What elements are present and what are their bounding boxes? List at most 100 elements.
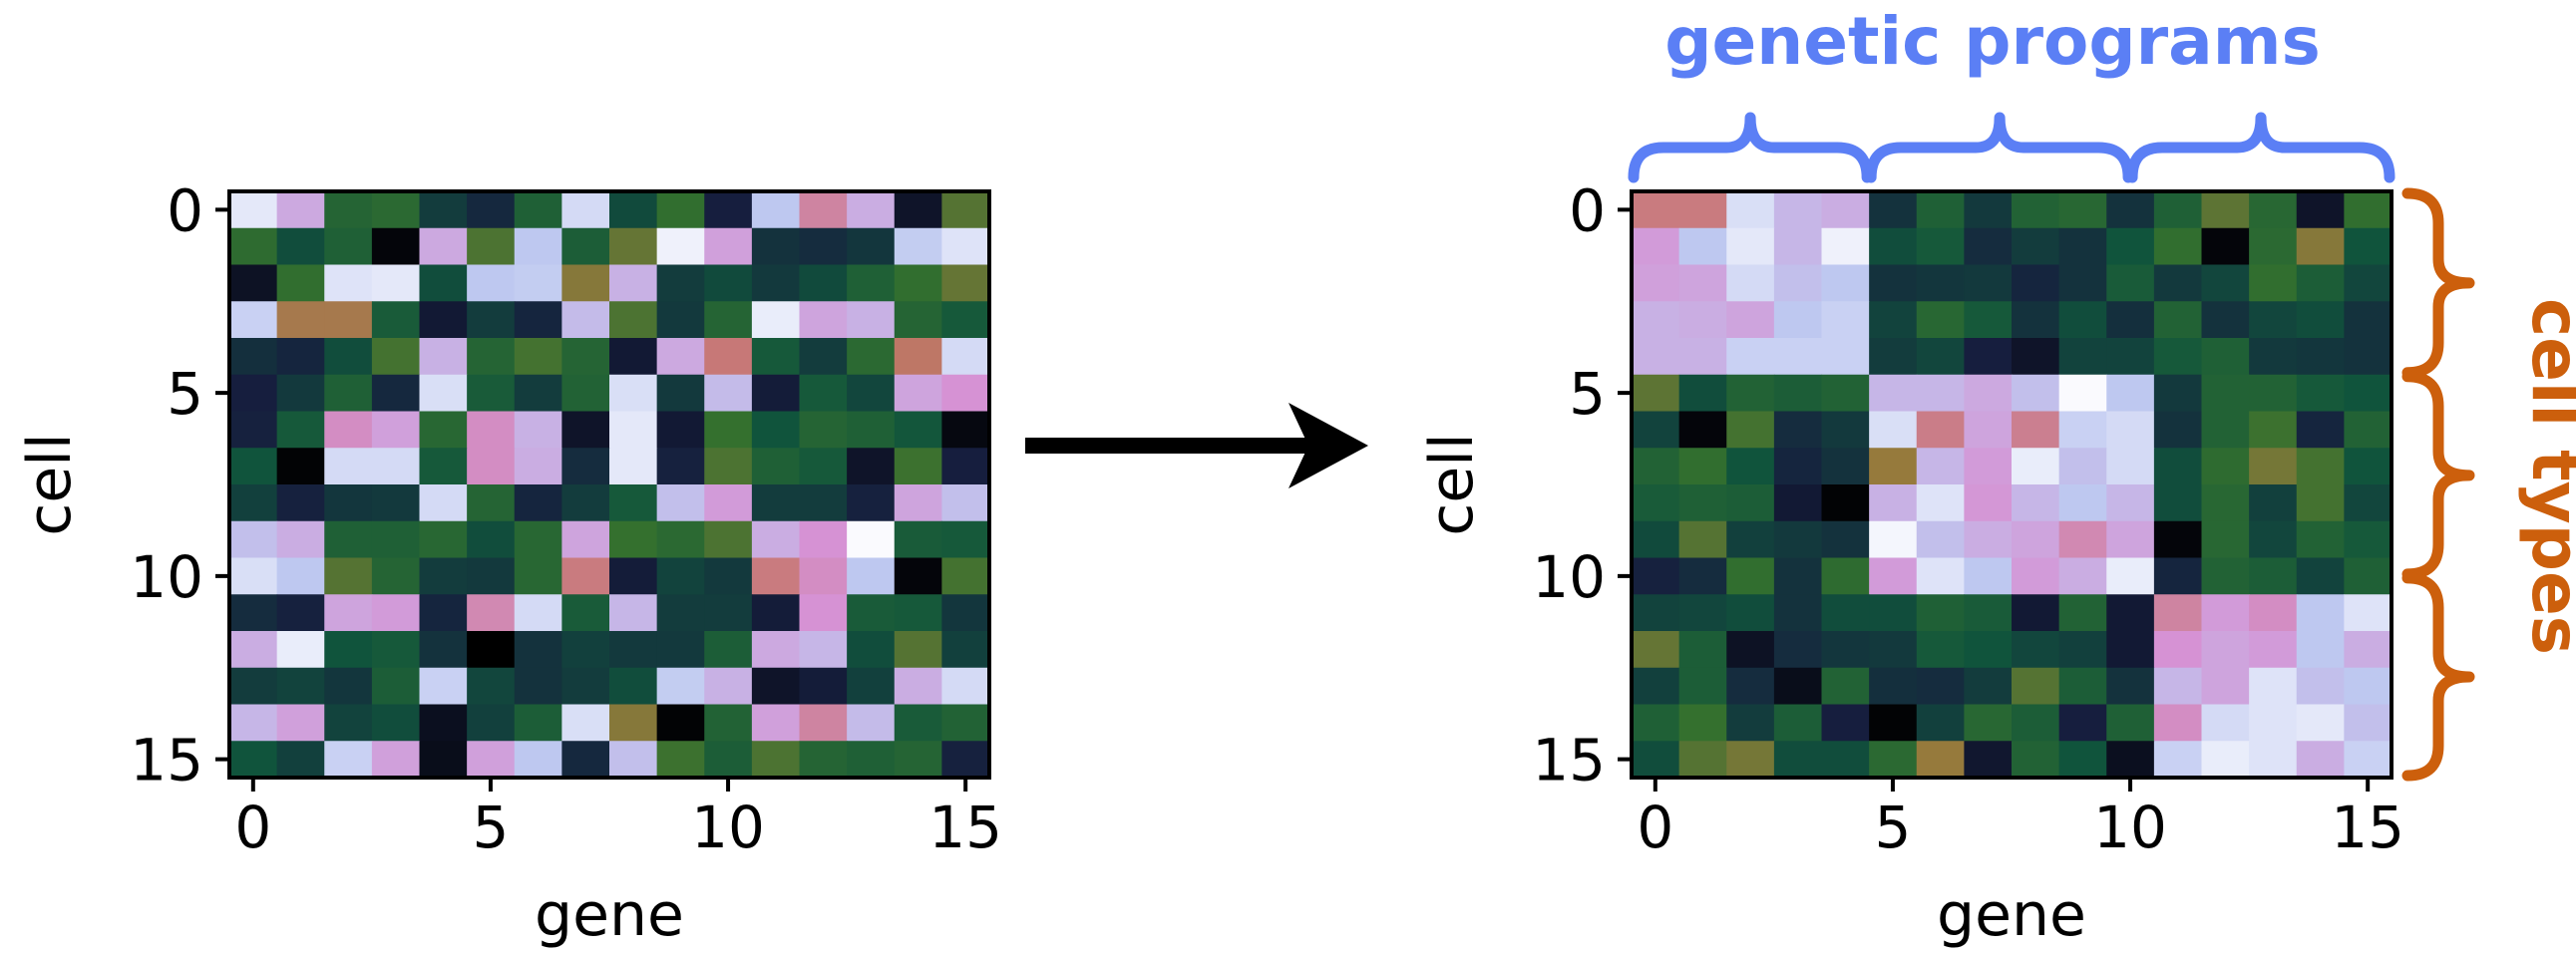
heatmap-cell	[371, 227, 421, 266]
heatmap-cell	[2344, 557, 2392, 595]
heatmap-right-frame	[1630, 189, 2393, 780]
heatmap-cell	[1726, 448, 1775, 485]
heatmap-cell	[751, 667, 801, 706]
heatmap-cell	[941, 448, 990, 485]
heatmap-cell	[229, 411, 278, 449]
heatmap-cell	[1632, 191, 1680, 229]
heatmap-cell	[419, 631, 468, 669]
heatmap-cell	[894, 227, 942, 266]
heatmap-cell	[1964, 301, 2013, 339]
heatmap-cell	[2249, 411, 2298, 449]
heatmap-cell	[2106, 631, 2155, 669]
heatmap-cell	[2058, 741, 2107, 779]
heatmap-cell	[1773, 374, 1823, 413]
heatmap-cell	[467, 227, 516, 266]
heatmap-cell	[1726, 667, 1775, 706]
y-tick-label: 5	[167, 360, 203, 428]
heatmap-cell	[1869, 227, 1918, 266]
cell-types-braces	[2401, 187, 2475, 782]
heatmap-left-ylabel: cell	[15, 433, 85, 535]
heatmap-left-xlabel: gene	[535, 880, 684, 950]
heatmap-cell	[2201, 557, 2250, 595]
heatmap-cell	[514, 448, 562, 485]
heatmap-cell	[1821, 264, 1870, 302]
heatmap-cell	[2106, 338, 2155, 376]
heatmap-cell	[371, 704, 421, 742]
heatmap-cell	[704, 411, 753, 449]
heatmap-cell	[1869, 594, 1918, 632]
heatmap-right-xticks: 0 5 10 15	[1637, 778, 2404, 861]
heatmap-cell	[467, 594, 516, 632]
heatmap-cell	[276, 667, 325, 706]
heatmap-cell	[847, 520, 896, 559]
heatmap-cell	[1678, 594, 1727, 632]
heatmap-cell	[467, 631, 516, 669]
heatmap-cell	[324, 191, 373, 229]
heatmap-cell	[276, 227, 325, 266]
heatmap-cell	[1916, 631, 1965, 669]
heatmap-cell	[2249, 557, 2298, 595]
heatmap-cell	[2058, 594, 2107, 632]
heatmap-cell	[1869, 448, 1918, 485]
brace-program-1	[1628, 112, 1873, 183]
heatmap-cell	[276, 594, 325, 632]
heatmap-cell	[371, 520, 421, 559]
heatmap-cell	[561, 411, 610, 449]
heatmap-cell	[371, 374, 421, 413]
heatmap-cell	[324, 264, 373, 302]
heatmap-cell	[2153, 667, 2203, 706]
heatmap-cell	[751, 594, 801, 632]
heatmap-cell	[751, 448, 801, 485]
heatmap-cell	[2296, 484, 2345, 522]
heatmap-cell	[1773, 191, 1823, 229]
heatmap-cell	[419, 484, 468, 522]
heatmap-cell	[894, 520, 942, 559]
heatmap-cell	[941, 301, 990, 339]
heatmap-cell	[514, 741, 562, 779]
heatmap-cell	[1821, 448, 1870, 485]
y-tick-label: 0	[167, 176, 203, 244]
heatmap-cell	[276, 704, 325, 742]
heatmap-cell	[2249, 301, 2298, 339]
heatmap-cell	[751, 264, 801, 302]
heatmap-left-frame	[227, 189, 991, 780]
heatmap-cell	[751, 704, 801, 742]
heatmap-cell	[1726, 557, 1775, 595]
heatmap-cell	[229, 484, 278, 522]
heatmap-cell	[1726, 227, 1775, 266]
heatmap-cell	[1916, 411, 1965, 449]
heatmap-cell	[2201, 667, 2250, 706]
heatmap-cell	[2106, 411, 2155, 449]
heatmap-cell	[2296, 264, 2345, 302]
heatmap-right-ylabel: cell	[1417, 433, 1487, 535]
heatmap-cell	[1916, 704, 1965, 742]
heatmap-cell	[1964, 374, 2013, 413]
heatmap-cell	[229, 301, 278, 339]
genetic-programs-label: genetic programs	[1664, 3, 2321, 80]
heatmap-cell	[751, 374, 801, 413]
heatmap-cell	[419, 191, 468, 229]
heatmap-cell	[1916, 484, 1965, 522]
heatmap-cell	[2344, 667, 2392, 706]
heatmap-cell	[324, 411, 373, 449]
heatmap-cell	[371, 631, 421, 669]
heatmap-cell	[1964, 411, 2013, 449]
heatmap-cell	[1773, 631, 1823, 669]
heatmap-cell	[799, 667, 848, 706]
heatmap-cell	[2153, 227, 2203, 266]
heatmap-cell	[656, 264, 705, 302]
heatmap-cell	[514, 374, 562, 413]
heatmap-cell	[371, 594, 421, 632]
heatmap-cell	[1632, 484, 1680, 522]
heatmap-cell	[276, 484, 325, 522]
heatmap-cell	[371, 484, 421, 522]
heatmap-cell	[2296, 667, 2345, 706]
heatmap-cell	[656, 520, 705, 559]
heatmap-cell	[229, 631, 278, 669]
heatmap-cell	[514, 557, 562, 595]
heatmap-cell	[751, 484, 801, 522]
heatmap-cell	[1632, 520, 1680, 559]
heatmap-cell	[1869, 741, 1918, 779]
heatmap-cell	[751, 520, 801, 559]
heatmap-cell	[561, 520, 610, 559]
